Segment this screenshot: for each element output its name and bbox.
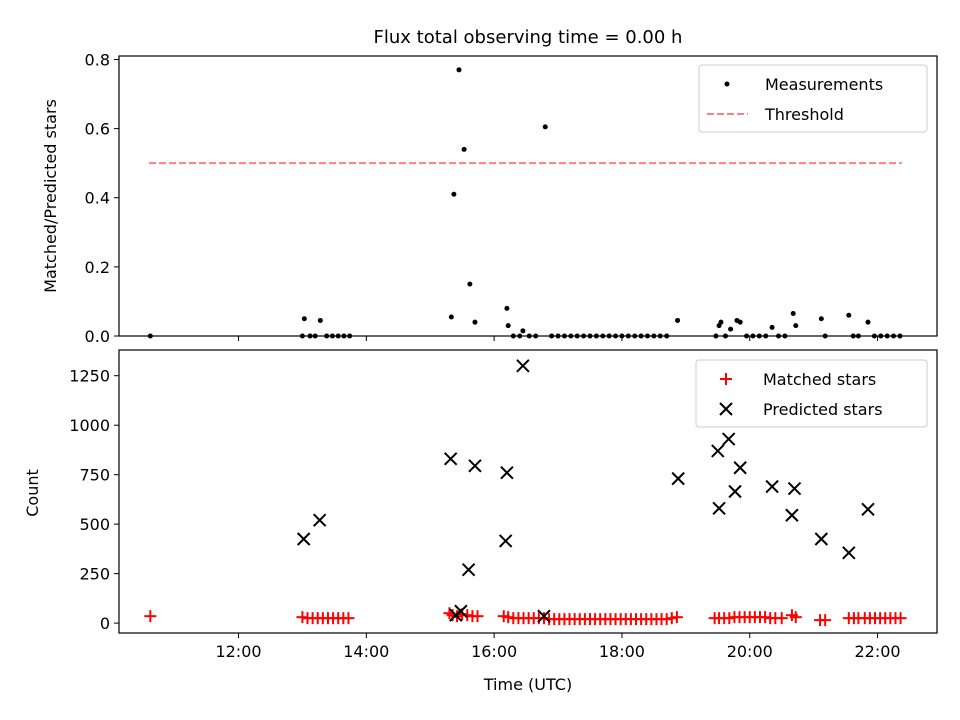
predicted-star-marker: [733, 461, 747, 475]
measurement-point: [542, 124, 548, 130]
top-y-tick-label: 0.8: [85, 50, 110, 69]
predicted-star-marker: [498, 534, 513, 548]
bottom-y-tick-label: 1000: [69, 416, 110, 435]
top-y-tick-label: 0.2: [85, 258, 110, 277]
measurement-point: [504, 305, 510, 311]
bottom-plot-area: [144, 359, 907, 627]
matched-star-marker: [775, 612, 788, 625]
predicted-star-marker: [842, 546, 856, 560]
predicted-star-marker: [861, 502, 875, 517]
top-y-tick-label: 0.4: [85, 189, 110, 208]
bottom-y-tick-label: 500: [79, 515, 110, 534]
bottom-x-tick-label: 14:00: [343, 642, 389, 661]
top-y-axis: 0.0 0.2 0.4 0.6 0.8: [85, 50, 119, 346]
bottom-axes-frame: [118, 349, 938, 634]
bottom-panel: 0 250 500 750 1000 1250 12:00 14:00 16:00 18:00 2…: [23, 349, 938, 694]
predicted-star-marker: [454, 604, 468, 618]
top-y-tick-label: 0.0: [85, 327, 110, 346]
matched-star-marker: [789, 611, 802, 624]
top-x-axis: [238, 336, 879, 341]
predicted-star-marker: [814, 532, 829, 546]
bottom-y-tick-label: 1250: [69, 367, 110, 386]
measurement-point: [769, 324, 775, 330]
measurement-point: [451, 191, 457, 197]
top-legend-box: [698, 64, 928, 133]
predicted-star-marker: [712, 501, 726, 516]
bottom-x-axis-label: Time (UTC): [483, 675, 572, 694]
measurement-point: [790, 311, 796, 317]
bottom-x-axis: 12:00 14:00 16:00 18:00 20:00 22:00: [215, 633, 901, 661]
predicted-star-marker: [765, 479, 779, 494]
matched-star-marker: [144, 610, 157, 623]
measurement-point: [301, 316, 307, 322]
top-y-tick-label: 0.6: [85, 120, 110, 139]
measurement-point: [846, 312, 852, 318]
top-legend: Measurements Threshold: [698, 64, 928, 133]
measurement-point: [317, 317, 323, 323]
matched-star-marker: [670, 611, 683, 624]
bottom-y-tick-label: 750: [79, 466, 110, 485]
measurement-point: [818, 316, 824, 322]
measurement-point: [461, 146, 467, 152]
predicted-star-marker: [785, 508, 799, 522]
bottom-x-tick-label: 22:00: [855, 642, 901, 661]
predicted-star-marker: [537, 609, 551, 623]
bottom-y-tick-label: 0: [100, 614, 110, 633]
predicted-star-marker: [721, 432, 736, 446]
matched-star-marker: [471, 610, 484, 623]
bottom-legend-box: [695, 359, 928, 428]
measurement-point: [520, 328, 526, 334]
bottom-y-axis-label: Count: [23, 469, 42, 517]
bottom-x-tick-label: 20:00: [727, 642, 773, 661]
top-panel: 0.00.20.40.60.8 Matched/Predicted stars …: [41, 50, 938, 346]
predicted-star-marker: [516, 359, 530, 373]
top-plot-area: [147, 67, 903, 339]
predicted-star-marker: [787, 481, 802, 496]
predicted-star-marker: [711, 444, 725, 458]
predicted-star-marker: [728, 484, 742, 499]
matched-star-marker: [342, 612, 355, 625]
predicted-star-marker: [671, 471, 685, 486]
measurement-point: [718, 319, 724, 325]
bottom-y-tick-label: 250: [79, 565, 110, 584]
predicted-star-marker: [296, 532, 311, 546]
predicted-star-marker: [443, 452, 458, 466]
chart-title: Flux total observing time = 0.00 h: [374, 27, 683, 48]
legend-label-threshold: Threshold: [764, 105, 844, 124]
top-axes-frame: [118, 55, 938, 337]
legend-marker-predicted-stars: [719, 402, 733, 416]
predicted-star-marker: [500, 465, 514, 480]
bottom-y-axis: 0 250 500 750 1000 1250: [69, 367, 119, 633]
measurement-point: [472, 319, 478, 325]
matched-star-marker: [894, 612, 907, 625]
legend-label-matched-stars: Matched stars: [763, 370, 876, 389]
measurement-point: [467, 281, 473, 287]
legend-label-predicted-stars: Predicted stars: [763, 400, 883, 419]
bottom-x-tick-label: 16:00: [471, 642, 517, 661]
predicted-star-marker: [468, 459, 482, 473]
bottom-x-tick-label: 12:00: [215, 642, 261, 661]
matched-star-marker: [819, 614, 832, 627]
measurement-point: [448, 314, 454, 320]
legend-marker-measurements: [724, 81, 730, 87]
top-y-axis-label: Matched/Predicted stars: [41, 99, 60, 293]
measurement-point: [728, 326, 734, 332]
legend-marker-matched-stars: [720, 373, 732, 385]
measurement-point: [456, 67, 462, 73]
predicted-star-marker: [312, 513, 327, 527]
measurement-point: [737, 319, 743, 325]
legend-label-measurements: Measurements: [765, 75, 883, 94]
measurement-point: [793, 323, 799, 329]
bottom-x-tick-label: 18:00: [599, 642, 645, 661]
predicted-star-marker: [461, 562, 476, 577]
measurement-point: [505, 323, 511, 329]
measurement-point: [865, 319, 871, 325]
bottom-legend: Matched stars Predicted stars: [695, 359, 928, 428]
measurement-point: [675, 317, 681, 323]
